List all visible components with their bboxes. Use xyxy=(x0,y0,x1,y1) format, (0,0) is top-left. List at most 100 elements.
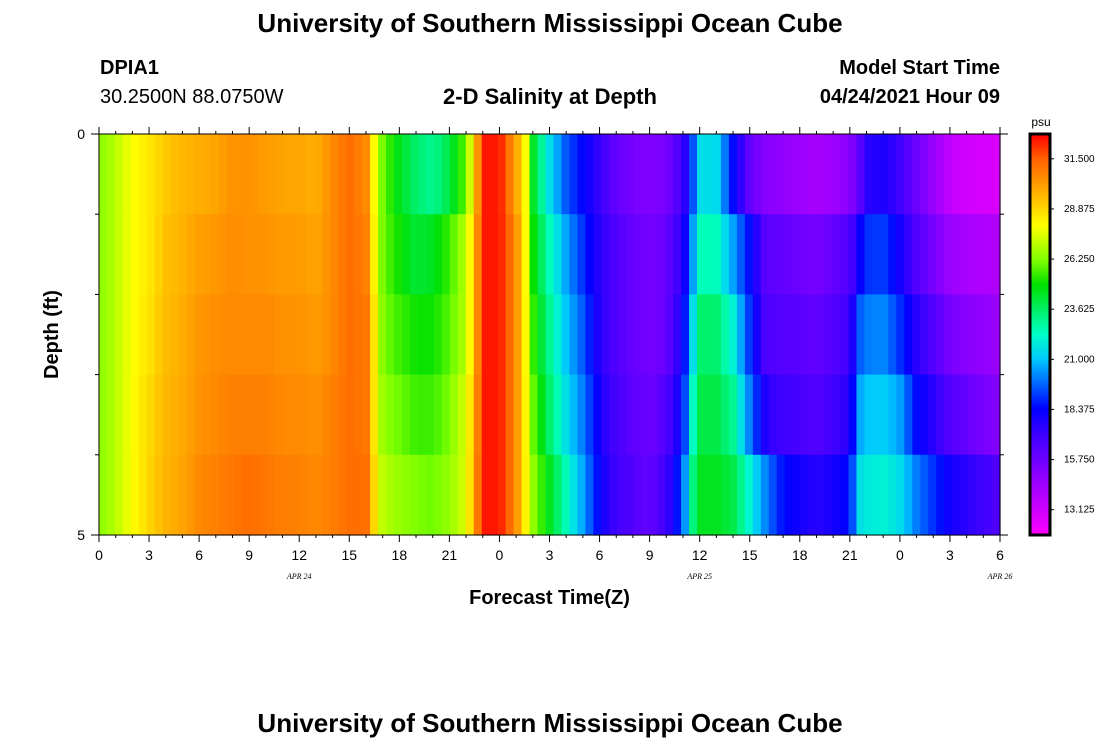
heatmap-cell xyxy=(202,214,212,295)
heatmap-cell xyxy=(338,134,347,215)
heatmap-cell xyxy=(896,214,905,295)
heatmap-cell xyxy=(569,374,578,456)
heatmap-cell xyxy=(162,454,172,536)
heatmap-cell xyxy=(784,134,794,215)
heatmap-cell xyxy=(944,374,953,456)
model-start-value: 04/24/2021 Hour 09 xyxy=(819,86,1000,108)
heatmap-cell xyxy=(234,134,244,215)
heatmap-cell xyxy=(130,214,140,295)
colorbar-tick-label: 13.125 xyxy=(1064,505,1095,516)
heatmap-cell xyxy=(736,214,746,295)
heatmap-cell xyxy=(537,134,547,215)
heatmap-cell xyxy=(832,454,842,536)
heatmap-cell xyxy=(617,214,626,295)
heatmap-cell xyxy=(130,294,140,376)
heatmap-cell xyxy=(673,214,682,295)
heatmap-cell xyxy=(138,134,148,215)
heatmap-cell xyxy=(673,374,682,456)
heatmap-cell xyxy=(481,374,491,456)
heatmap-cell xyxy=(330,454,339,536)
heatmap-cell xyxy=(186,294,196,376)
heatmap-cell xyxy=(952,134,961,215)
heatmap-cell xyxy=(114,134,124,215)
heatmap-cell xyxy=(928,134,937,215)
heatmap-cell xyxy=(952,374,961,456)
heatmap-cell xyxy=(760,454,770,536)
heatmap-cell xyxy=(449,214,459,295)
heatmap-cell xyxy=(808,454,818,536)
heatmap-cell xyxy=(529,134,539,215)
x-tick-label: 21 xyxy=(442,547,458,563)
heatmap-cell xyxy=(250,454,260,536)
heatmap-cell xyxy=(689,134,698,215)
heatmap-cell xyxy=(768,374,778,456)
heatmap-cell xyxy=(354,214,363,295)
heatmap-cell xyxy=(433,454,443,536)
heatmap-cell xyxy=(968,374,977,456)
heatmap-cell xyxy=(433,294,443,376)
heatmap-cell xyxy=(505,214,515,295)
heatmap-cell xyxy=(282,454,291,536)
heatmap-cell xyxy=(912,214,921,295)
heatmap-cell xyxy=(880,294,889,376)
heatmap-cell xyxy=(114,214,124,295)
heatmap-cell xyxy=(776,374,786,456)
heatmap-cell xyxy=(665,134,674,215)
heatmap-cell xyxy=(370,294,379,376)
heatmap-cell xyxy=(984,294,993,376)
heatmap-cell xyxy=(457,374,467,456)
heatmap-cell xyxy=(585,454,594,536)
heatmap-cell xyxy=(856,134,866,215)
heatmap-cell xyxy=(202,294,212,376)
colorbar-tick-label: 21.000 xyxy=(1064,354,1095,365)
heatmap-cell xyxy=(808,214,818,295)
heatmap-cell xyxy=(266,214,276,295)
heatmap-cell xyxy=(441,374,451,456)
heatmap-cell xyxy=(553,214,563,295)
heatmap-cell xyxy=(226,374,236,456)
heatmap-cell xyxy=(537,294,547,376)
heatmap-cell xyxy=(609,134,618,215)
heatmap-cell xyxy=(449,454,459,536)
heatmap-cell xyxy=(330,214,339,295)
heatmap-cell xyxy=(114,374,124,456)
heatmap-cell xyxy=(808,134,818,215)
heatmap-cell xyxy=(306,454,315,536)
heatmap-cell xyxy=(569,214,578,295)
heatmap-cell xyxy=(210,214,220,295)
heatmap-cell xyxy=(585,374,594,456)
heatmap-cell xyxy=(704,134,714,215)
heatmap-cell xyxy=(425,374,435,456)
heatmap-cell xyxy=(138,374,148,456)
heatmap-cell xyxy=(609,374,618,456)
colorbar-tick-label: 18.375 xyxy=(1064,404,1095,415)
heatmap-cell xyxy=(362,134,371,215)
heatmap-cell xyxy=(872,214,881,295)
heatmap-cell xyxy=(170,294,180,376)
heatmap-cell xyxy=(641,214,650,295)
heatmap-cell xyxy=(832,374,842,456)
y-tick-label: 5 xyxy=(77,527,85,543)
heatmap-cell xyxy=(641,134,650,215)
heatmap-cell xyxy=(194,134,204,215)
x-tick-label: 6 xyxy=(996,547,1004,563)
heatmap-cell xyxy=(234,214,244,295)
heatmap-cell xyxy=(274,134,283,215)
heatmap-cell xyxy=(577,294,586,376)
heatmap-cell xyxy=(577,214,586,295)
heatmap-cell xyxy=(378,294,387,376)
heatmap-cell xyxy=(720,374,730,456)
heatmap-cell xyxy=(697,454,706,536)
heatmap-cell xyxy=(386,214,395,295)
heatmap-cell xyxy=(282,294,291,376)
heatmap-cell xyxy=(218,134,228,215)
heatmap-cell xyxy=(744,134,754,215)
heatmap-cell xyxy=(553,134,563,215)
colorbar-tick-label: 28.875 xyxy=(1064,204,1095,215)
heatmap-cell xyxy=(976,374,985,456)
heatmap-cell xyxy=(840,214,850,295)
heatmap-cell xyxy=(808,294,818,376)
heatmap-cell xyxy=(250,214,260,295)
heatmap-cell xyxy=(338,294,347,376)
heatmap-cell xyxy=(521,134,531,215)
